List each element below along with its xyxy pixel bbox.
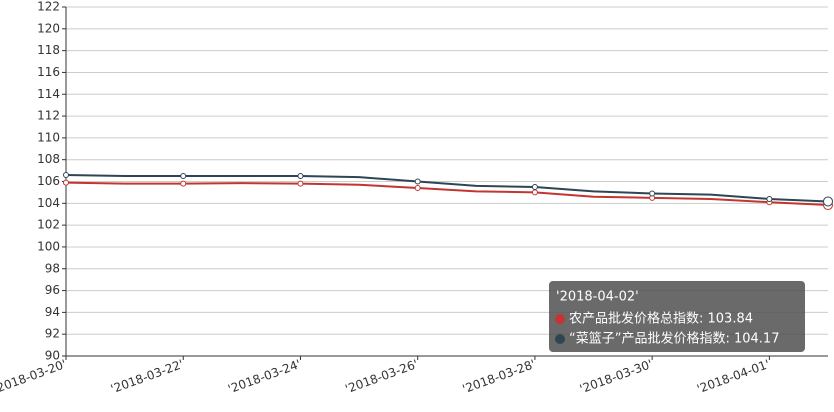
data-point [414, 185, 421, 192]
x-tick-label: '2018-03-24' [226, 357, 303, 396]
series-line [65, 181, 829, 207]
x-tick-label: '2018-03-28' [461, 357, 538, 396]
x-tick-label: '2018-03-26' [343, 357, 420, 396]
y-tick-label: 106 [37, 174, 60, 188]
data-point [297, 180, 304, 187]
y-tick-label: 92 [45, 327, 60, 341]
y-tick-label: 100 [37, 239, 60, 253]
data-point [823, 196, 833, 207]
data-point [414, 178, 421, 185]
y-tick-label: 110 [37, 130, 60, 144]
y-tick-label: 118 [37, 43, 60, 57]
y-tick-label: 96 [45, 283, 60, 297]
tooltip-dot [555, 314, 565, 324]
tooltip-label: “菜篮子”产品批发价格指数: 104.17 [569, 331, 779, 347]
y-tick-label: 104 [37, 196, 60, 210]
y-tick-label: 102 [37, 218, 60, 232]
data-point [63, 171, 69, 178]
y-tick-label: 98 [45, 261, 60, 275]
tooltip-title: '2018-04-02' [556, 290, 639, 305]
tooltip-box [549, 281, 805, 352]
x-tick-label: '2018-03-30' [578, 357, 655, 396]
y-tick-label: 116 [37, 65, 60, 79]
data-point [531, 189, 538, 196]
y-tick-label: 108 [37, 152, 60, 166]
series-line [65, 173, 829, 203]
x-tick-label: '2018-03-20' [0, 357, 68, 396]
tooltip-label: 农产品批发价格总指数: 103.84 [569, 311, 753, 327]
y-tick-label: 112 [37, 109, 60, 123]
data-point [63, 179, 69, 186]
y-tick-label: 90 [45, 349, 60, 363]
y-tick-label: 114 [37, 87, 60, 101]
x-tick-label: '2018-03-22' [109, 357, 186, 396]
data-point [297, 173, 304, 180]
x-tick-label: '2018-04-01' [695, 357, 772, 396]
y-tick-label: 122 [37, 0, 60, 14]
tooltip: '2018-04-02' 农产品批发价格总指数: 103.84 “菜篮子”产品批发价… [549, 281, 805, 352]
tooltip-dot [555, 334, 565, 344]
y-tick-label: 94 [45, 305, 60, 319]
y-tick-label: 120 [37, 21, 60, 35]
data-point [766, 195, 773, 202]
data-point [531, 183, 538, 190]
data-point [180, 180, 187, 187]
data-point [649, 190, 656, 197]
data-point [180, 173, 187, 180]
